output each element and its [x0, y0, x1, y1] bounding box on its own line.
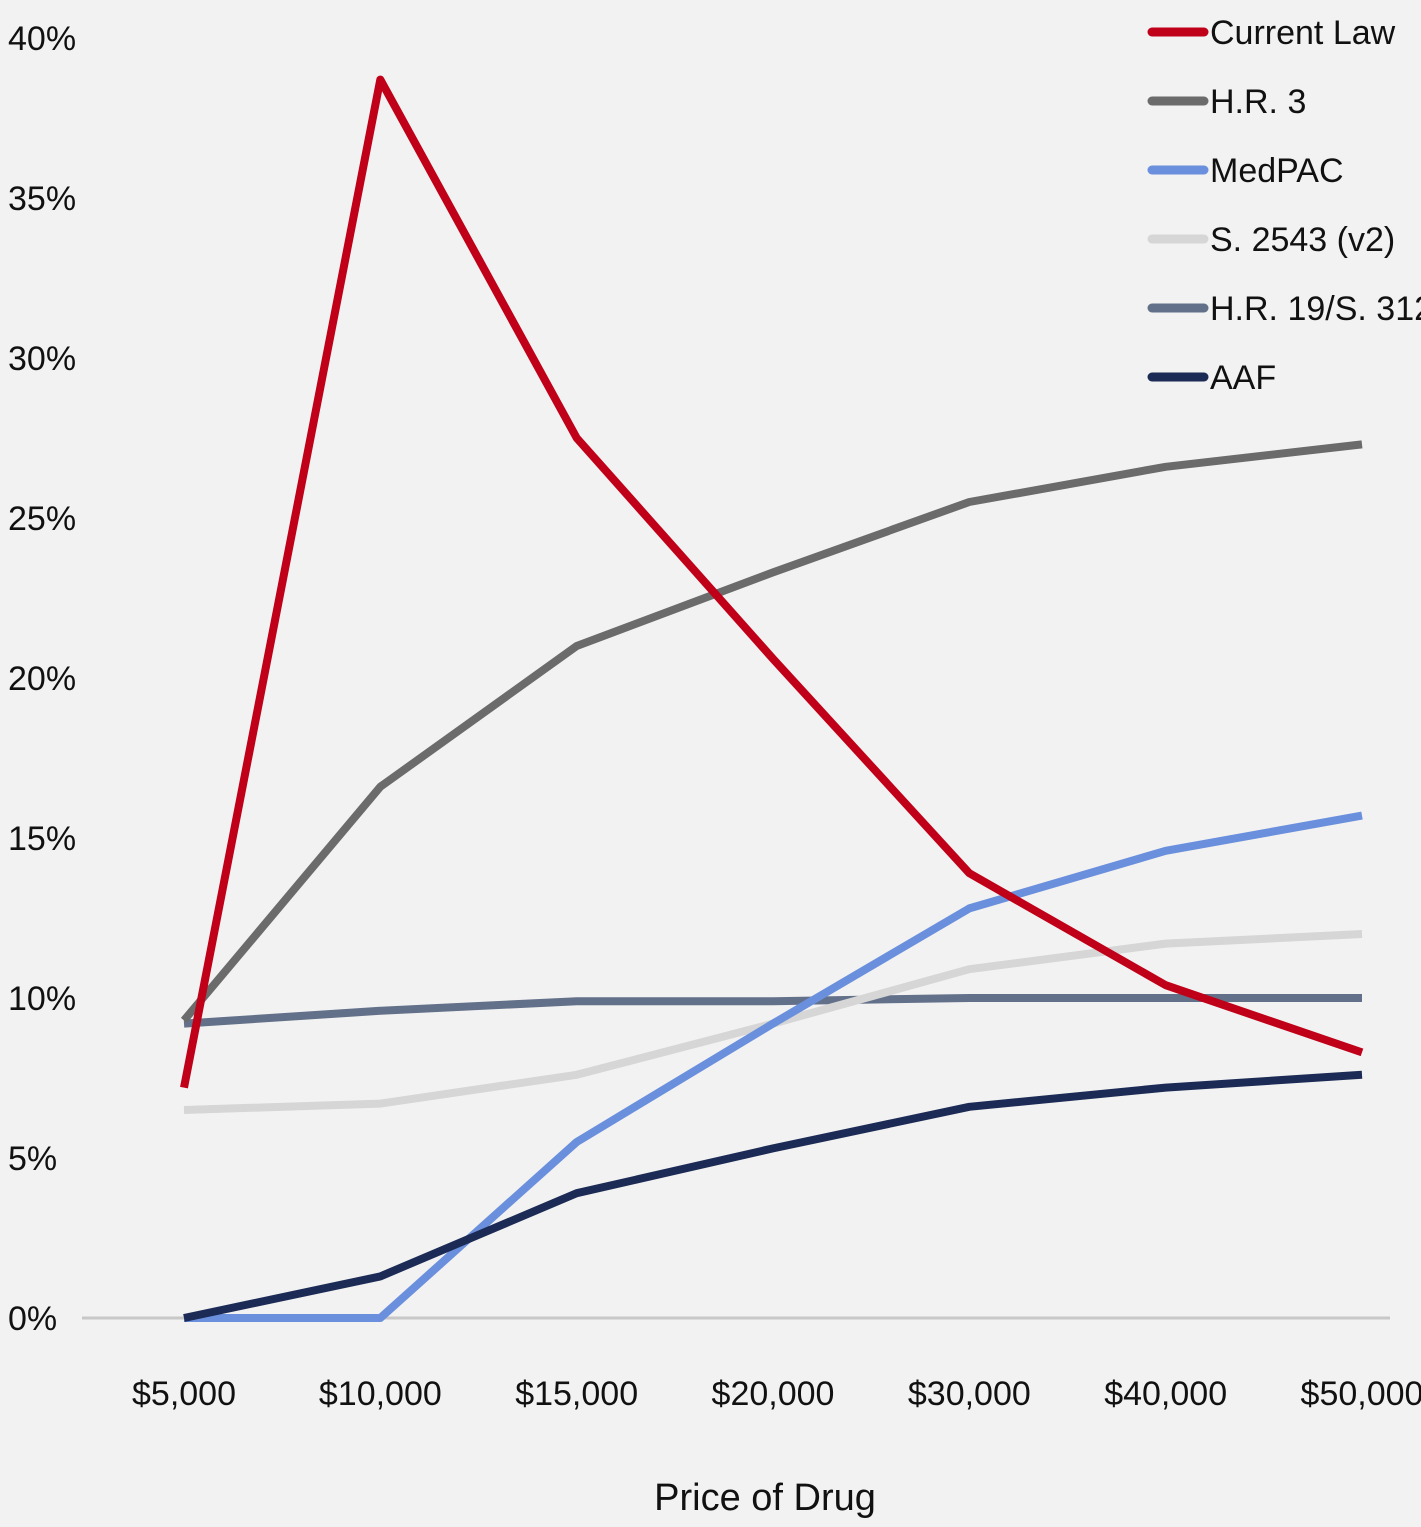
y-tick-label: 10% — [8, 980, 76, 1018]
y-tick-label: 25% — [8, 500, 76, 538]
x-tick-label: $50,000 — [1301, 1375, 1421, 1413]
y-tick-label: 20% — [8, 660, 76, 698]
x-tick-label: $10,000 — [319, 1375, 442, 1413]
legend-label: S. 2543 (v2) — [1210, 221, 1395, 259]
y-axis-ticks: 0% 5% 10% 15% 20% 25% 30% 35% 40% — [8, 20, 76, 1338]
series-line-current-law — [180, 75, 1364, 1089]
legend-label: MedPAC — [1210, 152, 1344, 190]
series-line-aaf — [183, 1070, 1363, 1322]
series-lines — [180, 75, 1364, 1322]
x-tick-label: $30,000 — [908, 1375, 1031, 1413]
y-tick-label: 35% — [8, 180, 76, 218]
legend-label: Current Law — [1210, 14, 1396, 52]
legend-label: H.R. 3 — [1210, 83, 1306, 121]
x-tick-label: $20,000 — [712, 1375, 835, 1413]
legend-label: H.R. 19/S. 3129 — [1210, 290, 1421, 328]
series-line-medpac — [184, 811, 1363, 1322]
series-line-h-r-3 — [180, 440, 1363, 1023]
y-tick-label: 0% — [8, 1300, 57, 1338]
x-tick-label: $5,000 — [132, 1375, 236, 1413]
y-tick-label: 5% — [8, 1140, 57, 1178]
y-tick-label: 40% — [8, 20, 76, 58]
x-tick-label: $40,000 — [1104, 1375, 1227, 1413]
legend-label: AAF — [1210, 359, 1276, 397]
x-tick-label: $15,000 — [515, 1375, 638, 1413]
y-tick-label: 15% — [8, 820, 76, 858]
x-axis-title: Price of Drug — [654, 1477, 876, 1519]
legend: Current Law H.R. 3 MedPAC S. 2543 (v2) H.R. … — [1147, 14, 1421, 397]
y-tick-label: 30% — [8, 340, 76, 378]
x-axis-ticks: $5,000 $10,000 $15,000 $20,000 $30,000 $40,00… — [132, 1375, 1421, 1413]
series-line-h-r-19-s-3129 — [183, 994, 1362, 1028]
